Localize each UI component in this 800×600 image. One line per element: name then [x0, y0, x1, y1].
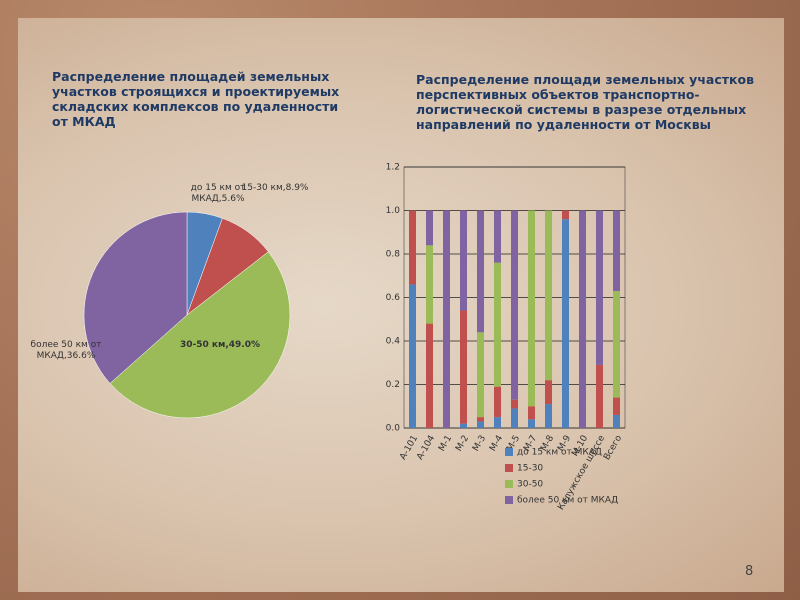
legend-swatch	[505, 496, 513, 504]
y-tick-label: 1.0	[386, 206, 401, 216]
y-tick-label: 1.2	[386, 163, 400, 173]
pie-label-box: 15-30 км,8.9%	[241, 183, 309, 193]
bar-segment	[443, 210, 450, 428]
x-tick-label: М-1	[437, 434, 454, 454]
bar-segment	[477, 417, 484, 422]
bar-segment	[613, 414, 620, 428]
legend-swatch	[505, 464, 513, 472]
bar-segment	[545, 404, 552, 428]
bar-segment	[613, 290, 620, 398]
bar-segment	[477, 332, 484, 418]
x-tick-label: А-104	[415, 434, 437, 462]
bar-segment	[613, 210, 620, 291]
bar-segment	[494, 417, 501, 428]
legend-label: до 15 км от МКАД	[517, 448, 602, 458]
bar-segment	[460, 310, 467, 424]
bar-segment	[409, 284, 416, 428]
bar-segment	[596, 210, 603, 365]
bar-segment	[528, 210, 535, 407]
bar-segment	[579, 210, 586, 428]
pie-label: 15-30 км,8.9%	[241, 183, 309, 193]
legend-swatch	[505, 448, 513, 456]
bar-segment	[477, 210, 484, 333]
pie-label: более 50 км от МКАД,36.6%	[30, 340, 102, 361]
bar-segment	[613, 397, 620, 415]
y-tick-label: 0.2	[386, 380, 400, 390]
y-tick-label: 0.4	[386, 337, 401, 347]
pie-label-box: более 50 км от МКАД,36.6%	[30, 340, 102, 361]
pie-label: до 15 км от МКАД,5.6%	[190, 183, 246, 204]
bar-segment	[596, 364, 603, 428]
x-tick-label: Всего	[602, 433, 624, 462]
legend-label: 15-30	[517, 464, 543, 474]
bar-segment	[494, 210, 501, 263]
pie-label-box: до 15 км от МКАД,5.6%	[190, 183, 246, 204]
y-tick-label: 0.6	[386, 293, 401, 303]
x-tick-label: М-4	[488, 434, 505, 454]
bar-segment	[494, 386, 501, 418]
y-tick-label: 0.0	[386, 424, 401, 434]
bar-segment	[511, 210, 518, 400]
bar-segment	[528, 419, 535, 428]
page-number: 8	[745, 564, 754, 579]
bar-segment	[409, 210, 416, 285]
pie-title: Распределение площадей земельных участко…	[52, 69, 340, 129]
bar-segment	[426, 323, 433, 428]
bar-segment	[460, 210, 467, 311]
legend-label: 30-50	[517, 480, 543, 490]
bar-segment	[460, 423, 467, 428]
legend-swatch	[505, 480, 513, 488]
pie-label: 30-50 км,49.0%	[179, 340, 261, 350]
bar-segment	[545, 380, 552, 405]
pie-slice	[109, 251, 291, 419]
bar-segment	[545, 210, 552, 381]
bar-segment	[426, 245, 433, 324]
bar-segment	[562, 219, 569, 428]
y-tick-label: 0.8	[386, 250, 401, 260]
bar-segment	[511, 399, 518, 409]
bar-segment	[511, 408, 518, 428]
x-tick-label: М-2	[454, 434, 471, 454]
pie-slice	[83, 211, 188, 384]
bar-segment	[562, 210, 569, 220]
bar-segment	[528, 406, 535, 420]
bar-title: Распределение площади земельных участков…	[416, 72, 754, 132]
bar-segment	[477, 421, 484, 428]
x-tick-label: М-3	[471, 434, 488, 454]
pie-label-box: 30-50 км,49.0%	[179, 340, 261, 350]
legend-label: более 50 км от МКАД	[517, 496, 618, 506]
bar-segment	[426, 210, 433, 246]
bar-segment	[494, 262, 501, 387]
